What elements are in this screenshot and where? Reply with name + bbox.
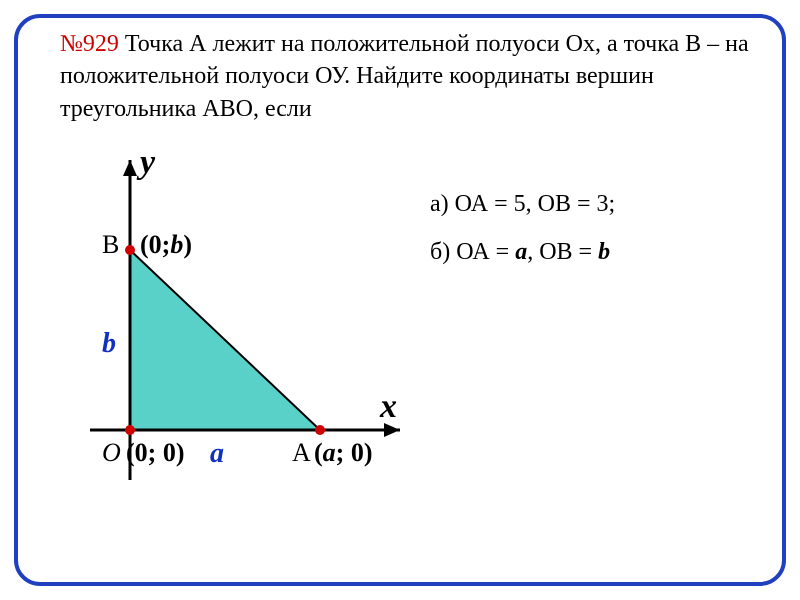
- problem-conditions: а) ОА = 5, ОВ = 3; б) ОА = a, ОВ = b: [430, 180, 760, 276]
- condition-b: б) ОА = a, ОВ = b: [430, 228, 760, 276]
- x-axis-label: x: [380, 388, 397, 426]
- problem-number: №929: [60, 31, 119, 57]
- segment-a-label: a: [210, 438, 224, 470]
- problem-statement: №929 Точка А лежит на положительной полу…: [60, 28, 760, 125]
- point-b-letter: В: [102, 230, 119, 260]
- coordinate-diagram: y x O (0; 0) А (a; 0) В (0;b) a b: [50, 150, 430, 530]
- point-b-coords-close: ): [183, 230, 192, 259]
- y-axis-label: y: [140, 144, 155, 182]
- triangle-abo: [130, 250, 320, 430]
- condition-a: а) ОА = 5, ОВ = 3;: [430, 180, 760, 228]
- point-b-coords-open: (0;: [140, 230, 170, 259]
- segment-b-label: b: [102, 328, 116, 360]
- problem-body: Точка А лежит на положительной полуоси О…: [60, 31, 749, 122]
- origin-letter: O: [102, 438, 121, 468]
- point-a-coords-rest: ; 0): [336, 438, 373, 467]
- point-a: [315, 425, 325, 435]
- origin-coords: (0; 0): [126, 438, 184, 468]
- point-a-coords-open: (: [314, 438, 323, 467]
- point-o: [125, 425, 135, 435]
- point-b: [125, 245, 135, 255]
- point-b-coord-y: b: [170, 230, 183, 259]
- point-a-letter: А: [292, 438, 311, 468]
- point-a-coord-x: a: [323, 438, 336, 467]
- y-axis-arrow-icon: [123, 160, 137, 176]
